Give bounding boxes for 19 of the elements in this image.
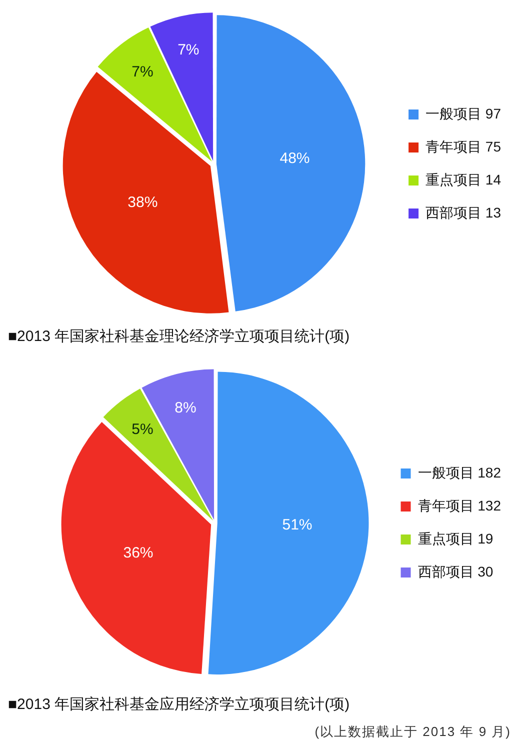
data-label: 36% <box>123 544 154 562</box>
legend-label: 重点项目 14 <box>426 171 502 188</box>
legend-label: 重点项目 19 <box>418 530 494 546</box>
legend-label: 青年项目 132 <box>418 497 502 514</box>
legend-label: 一般项目 97 <box>426 105 502 122</box>
data-label: 5% <box>132 420 154 438</box>
text: (以上数据截止于 2013 年 9 月) <box>314 723 511 741</box>
data-label: 51% <box>282 516 312 534</box>
data-label: 38% <box>128 194 158 212</box>
legend-label: 西部项目 30 <box>418 563 494 580</box>
text: ■2013 年国家社科基金应用经济学立项项目统计(项) <box>8 695 351 715</box>
data-label: 7% <box>132 63 154 80</box>
data-label: 48% <box>280 150 310 168</box>
legend-label: 西部项目 13 <box>426 204 502 220</box>
text: ■2013 年国家社科基金理论经济学立项项目统计(项) <box>8 327 351 347</box>
legend-label: 青年项目 75 <box>426 138 502 154</box>
data-label: 7% <box>178 42 200 59</box>
legend-label: 一般项目 182 <box>418 464 502 480</box>
data-label: 8% <box>174 400 196 417</box>
